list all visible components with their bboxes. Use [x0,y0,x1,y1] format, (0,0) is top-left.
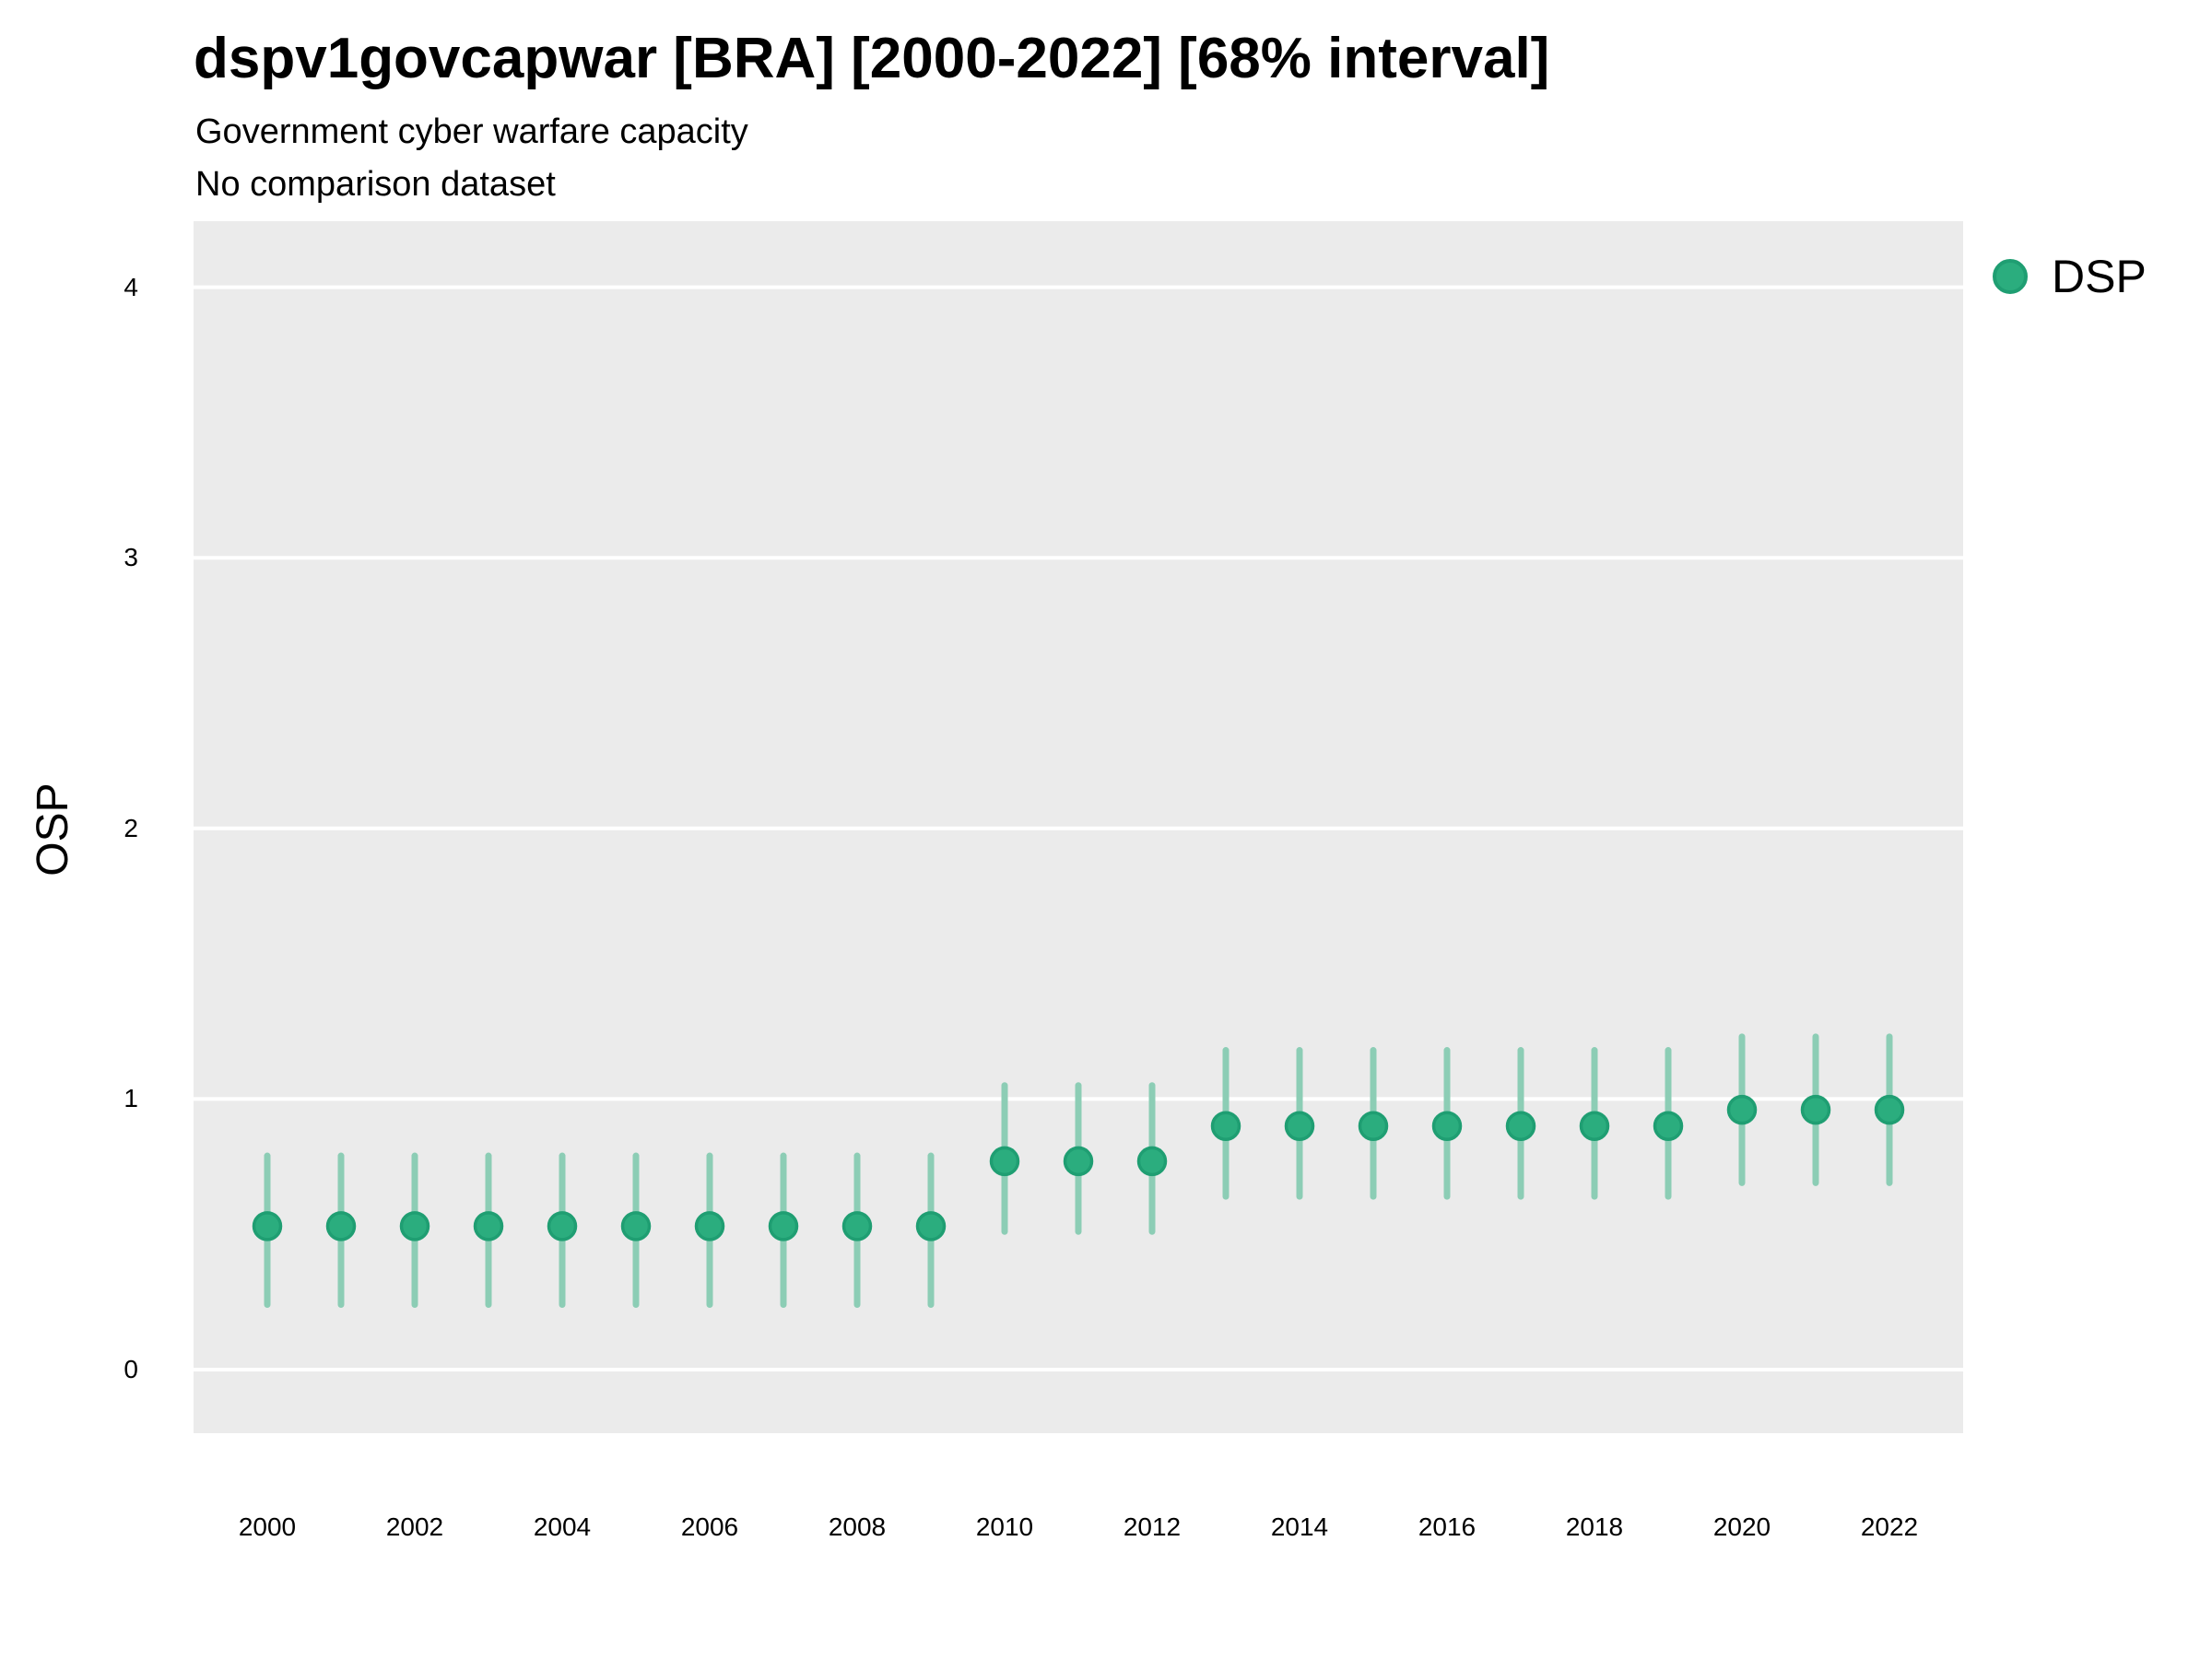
data-point-2013 [1210,1111,1241,1142]
data-point-2001 [325,1211,357,1241]
data-point-2003 [473,1211,504,1241]
y-tick-label-3: 3 [124,543,138,572]
data-point-2000 [252,1211,283,1241]
x-tick-label-2010: 2010 [975,1512,1034,1541]
x-tick-label-2008: 2008 [828,1512,887,1541]
data-point-2007 [768,1211,799,1241]
chart-subtitle: Government cyber warfare capacity [195,112,748,151]
x-tick-label-2020: 2020 [1712,1512,1771,1541]
data-point-2018 [1579,1111,1610,1142]
legend: DSP [1993,253,2147,300]
x-tick-label-2014: 2014 [1270,1512,1329,1541]
data-point-2011 [1063,1146,1094,1177]
x-tick-label-2012: 2012 [1123,1512,1182,1541]
plot-area-svg [194,285,1963,1371]
chart-title: dspv1govcapwar [BRA] [2000-2022] [68% in… [194,27,1550,90]
data-point-2010 [989,1146,1020,1177]
data-point-2022 [1874,1094,1905,1125]
data-point-2019 [1653,1111,1684,1142]
x-tick-label-2000: 2000 [238,1512,297,1541]
x-tick-label-2022: 2022 [1860,1512,1919,1541]
data-point-2004 [547,1211,578,1241]
x-tick-label-2002: 2002 [385,1512,444,1541]
legend-point-icon [1993,259,2028,294]
data-point-2020 [1726,1094,1758,1125]
data-point-2005 [620,1211,652,1241]
chart-note: No comparison dataset [195,165,556,204]
data-point-2006 [694,1211,725,1241]
data-point-2016 [1431,1111,1463,1142]
legend-label: DSP [2052,251,2147,302]
data-point-2008 [841,1211,873,1241]
y-tick-label-2: 2 [124,813,138,842]
x-tick-label-2006: 2006 [680,1512,739,1541]
data-point-2017 [1505,1111,1536,1142]
data-point-2015 [1358,1111,1389,1142]
x-tick-label-2004: 2004 [533,1512,592,1541]
y-tick-label-0: 0 [124,1355,138,1383]
x-tick-label-2016: 2016 [1418,1512,1477,1541]
plot-panel [194,221,1963,1433]
data-point-2014 [1284,1111,1315,1142]
data-point-2021 [1800,1094,1831,1125]
data-point-2012 [1136,1146,1168,1177]
x-tick-label-2018: 2018 [1565,1512,1624,1541]
data-point-2009 [915,1211,947,1241]
data-point-2002 [399,1211,430,1241]
y-tick-label-1: 1 [124,1084,138,1113]
y-tick-label-4: 4 [124,272,138,301]
